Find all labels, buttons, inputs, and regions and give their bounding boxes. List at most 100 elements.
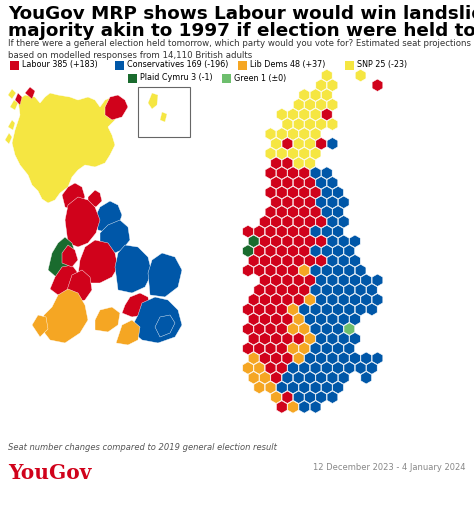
Polygon shape bbox=[282, 177, 293, 189]
Polygon shape bbox=[254, 245, 264, 257]
Polygon shape bbox=[305, 333, 315, 345]
Polygon shape bbox=[338, 254, 349, 267]
Polygon shape bbox=[282, 235, 293, 247]
Polygon shape bbox=[288, 147, 299, 160]
Polygon shape bbox=[316, 254, 327, 267]
Polygon shape bbox=[321, 381, 332, 393]
Polygon shape bbox=[333, 342, 344, 355]
Polygon shape bbox=[310, 206, 321, 218]
Polygon shape bbox=[350, 313, 360, 325]
Polygon shape bbox=[327, 196, 338, 209]
Polygon shape bbox=[310, 108, 321, 121]
Polygon shape bbox=[305, 98, 315, 111]
Polygon shape bbox=[260, 235, 270, 247]
Polygon shape bbox=[344, 323, 355, 335]
Polygon shape bbox=[265, 147, 276, 160]
Polygon shape bbox=[355, 303, 366, 316]
Polygon shape bbox=[288, 284, 299, 296]
Polygon shape bbox=[276, 128, 287, 140]
Polygon shape bbox=[293, 333, 304, 345]
Polygon shape bbox=[338, 371, 349, 384]
Polygon shape bbox=[310, 147, 321, 160]
Polygon shape bbox=[105, 95, 128, 120]
Polygon shape bbox=[338, 294, 349, 306]
Polygon shape bbox=[271, 294, 282, 306]
Polygon shape bbox=[271, 177, 282, 189]
Polygon shape bbox=[265, 225, 276, 238]
Polygon shape bbox=[333, 381, 344, 393]
Polygon shape bbox=[25, 87, 35, 99]
Polygon shape bbox=[260, 254, 270, 267]
Polygon shape bbox=[350, 235, 360, 247]
Polygon shape bbox=[288, 167, 299, 179]
Polygon shape bbox=[293, 235, 304, 247]
Polygon shape bbox=[288, 381, 299, 393]
Polygon shape bbox=[327, 235, 338, 247]
Polygon shape bbox=[288, 362, 299, 374]
Polygon shape bbox=[271, 235, 282, 247]
Polygon shape bbox=[333, 186, 344, 199]
Polygon shape bbox=[100, 220, 130, 255]
Polygon shape bbox=[321, 206, 332, 218]
Polygon shape bbox=[282, 118, 293, 130]
Polygon shape bbox=[350, 294, 360, 306]
Polygon shape bbox=[254, 362, 264, 374]
Polygon shape bbox=[299, 303, 310, 316]
Polygon shape bbox=[327, 177, 338, 189]
Text: Labour 385 (+183): Labour 385 (+183) bbox=[22, 60, 98, 70]
Polygon shape bbox=[327, 138, 338, 150]
Polygon shape bbox=[305, 371, 315, 384]
Polygon shape bbox=[65, 270, 92, 303]
Text: Conservatives 169 (-196): Conservatives 169 (-196) bbox=[127, 60, 228, 70]
Text: Green 1 (±0): Green 1 (±0) bbox=[234, 74, 286, 82]
Polygon shape bbox=[321, 245, 332, 257]
Polygon shape bbox=[243, 264, 254, 277]
Polygon shape bbox=[260, 216, 270, 228]
Polygon shape bbox=[293, 352, 304, 365]
Polygon shape bbox=[361, 274, 372, 286]
Polygon shape bbox=[288, 128, 299, 140]
Polygon shape bbox=[327, 118, 338, 130]
Polygon shape bbox=[5, 133, 12, 144]
Polygon shape bbox=[293, 157, 304, 169]
Polygon shape bbox=[372, 294, 383, 306]
Polygon shape bbox=[248, 313, 259, 325]
Polygon shape bbox=[299, 128, 310, 140]
Polygon shape bbox=[271, 313, 282, 325]
Polygon shape bbox=[350, 333, 360, 345]
Polygon shape bbox=[288, 342, 299, 355]
Polygon shape bbox=[265, 167, 276, 179]
Polygon shape bbox=[265, 303, 276, 316]
Polygon shape bbox=[321, 89, 332, 101]
Polygon shape bbox=[8, 89, 16, 99]
Polygon shape bbox=[265, 284, 276, 296]
Polygon shape bbox=[366, 362, 377, 374]
Polygon shape bbox=[243, 303, 254, 316]
Polygon shape bbox=[288, 186, 299, 199]
Polygon shape bbox=[299, 167, 310, 179]
Polygon shape bbox=[265, 186, 276, 199]
Polygon shape bbox=[282, 352, 293, 365]
Polygon shape bbox=[321, 323, 332, 335]
Polygon shape bbox=[299, 342, 310, 355]
Polygon shape bbox=[282, 391, 293, 403]
Polygon shape bbox=[95, 307, 120, 332]
Polygon shape bbox=[299, 323, 310, 335]
Polygon shape bbox=[271, 216, 282, 228]
Polygon shape bbox=[310, 284, 321, 296]
Bar bbox=[115, 60, 124, 70]
Polygon shape bbox=[333, 362, 344, 374]
Polygon shape bbox=[310, 342, 321, 355]
Polygon shape bbox=[310, 186, 321, 199]
Polygon shape bbox=[293, 254, 304, 267]
Polygon shape bbox=[310, 381, 321, 393]
Polygon shape bbox=[316, 294, 327, 306]
Polygon shape bbox=[276, 323, 287, 335]
Polygon shape bbox=[338, 352, 349, 365]
Polygon shape bbox=[65, 197, 100, 247]
Polygon shape bbox=[254, 323, 264, 335]
Polygon shape bbox=[333, 245, 344, 257]
Polygon shape bbox=[288, 225, 299, 238]
Polygon shape bbox=[333, 303, 344, 316]
Polygon shape bbox=[276, 401, 287, 413]
